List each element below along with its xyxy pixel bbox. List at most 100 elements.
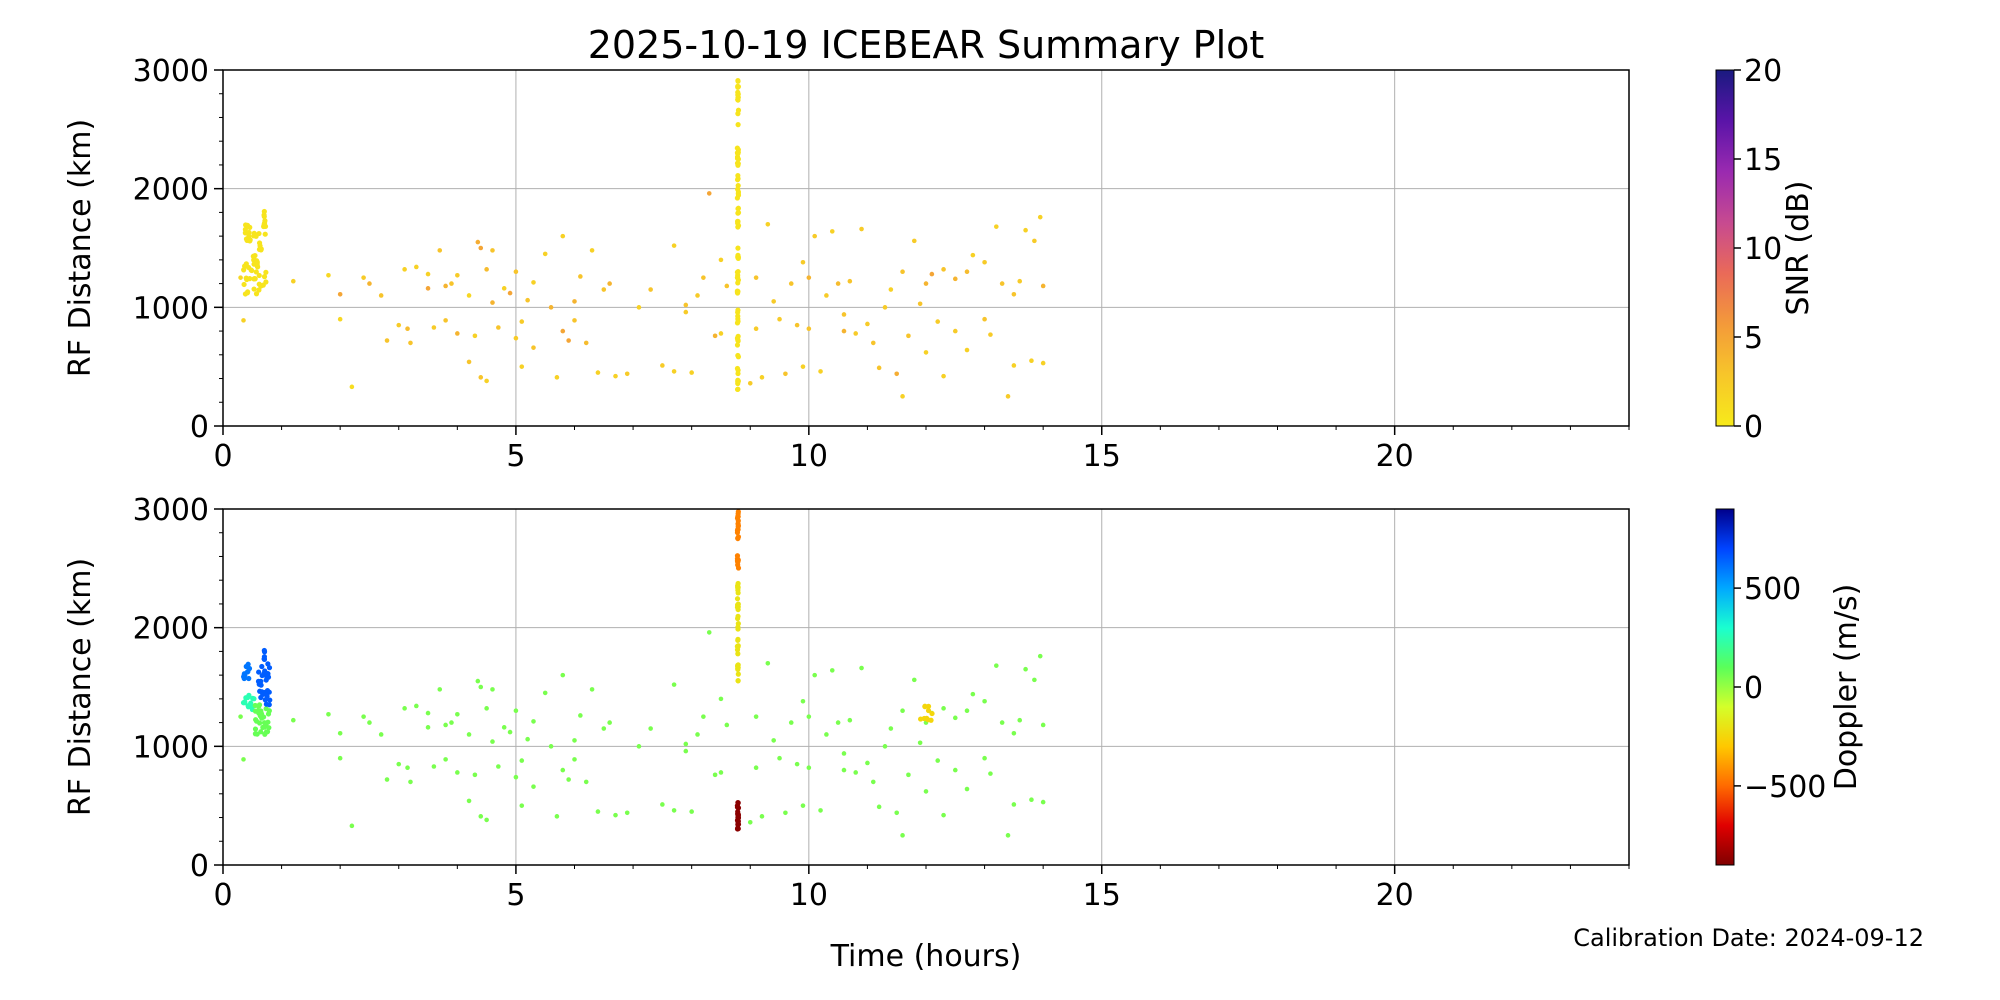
snr-scatter-point <box>490 248 495 253</box>
snr-colorbar-gradient <box>1715 69 1735 427</box>
snr-scatter-point <box>554 375 560 380</box>
snr-scatter-point <box>624 371 630 377</box>
snr-scatter-point <box>490 300 495 305</box>
snr-cluster-point <box>253 233 259 239</box>
doppler-scatter-point <box>718 770 724 775</box>
doppler-scatter-point <box>484 817 489 823</box>
doppler-cluster-point <box>735 621 741 627</box>
doppler-scatter-point <box>829 668 835 673</box>
snr-panel: 0 5 10 15 20 0 1000 2000 3000 RF Distance (km) <box>63 54 1630 474</box>
snr-scatter-point <box>841 312 847 317</box>
snr-scatter-point <box>589 248 595 253</box>
snr-cluster-point <box>734 155 741 162</box>
doppler-scatter-point <box>496 764 501 769</box>
snr-scatter-point <box>806 326 812 331</box>
snr-cluster-point <box>261 274 268 280</box>
doppler-scatter-point <box>367 720 372 725</box>
doppler-scatter-point <box>753 714 759 719</box>
doppler-cluster-point <box>735 590 741 596</box>
snr-cluster-point <box>735 147 741 153</box>
snr-scatter-point <box>601 287 607 292</box>
doppler-scatter-point <box>595 809 601 814</box>
snr-scatter-point <box>1037 214 1043 220</box>
snr-scatter-point <box>291 278 296 284</box>
snr-axes-frame <box>222 69 1630 427</box>
calibration-date-note: Calibration Date: 2024-09-12 <box>1573 924 1924 952</box>
doppler-cluster-point <box>735 811 741 817</box>
doppler-scatter-point <box>771 738 776 743</box>
snr-cluster-point <box>262 231 268 237</box>
snr-x-tick-label: 20 <box>1376 439 1414 474</box>
snr-colorbar-tick-label: 5 <box>1744 321 1763 356</box>
snr-colorbar-ticks: 0 5 10 15 20 <box>1734 54 1782 445</box>
snr-cluster-point <box>735 318 741 324</box>
doppler-cluster-point <box>256 702 263 708</box>
snr-cluster-point <box>735 190 741 197</box>
doppler-cluster-point <box>735 825 741 831</box>
doppler-cluster-point <box>735 644 741 650</box>
doppler-scatter-point <box>906 772 911 778</box>
doppler-scatter-point <box>660 802 665 807</box>
snr-scatter-point <box>1029 358 1034 364</box>
doppler-scatter-point <box>964 708 970 714</box>
doppler-scatter-point <box>706 630 712 635</box>
snr-scatter-point <box>455 331 460 336</box>
doppler-scatter-point <box>449 720 454 725</box>
snr-scatter-point <box>484 267 489 272</box>
snr-cluster-point <box>253 269 259 275</box>
snr-x-tick-label: 10 <box>790 439 828 474</box>
doppler-cluster-point <box>261 656 267 662</box>
doppler-scatter-point <box>405 765 410 770</box>
snr-scatter-point <box>475 239 481 245</box>
snr-scatter-point <box>853 331 858 336</box>
doppler-scatter-point <box>806 765 812 770</box>
doppler-cluster-point <box>253 718 260 724</box>
doppler-scatter-point <box>911 677 917 683</box>
doppler-scatter-point <box>624 810 630 816</box>
snr-scatter-point <box>865 321 870 327</box>
snr-cluster-point <box>250 253 256 259</box>
snr-scatter-point <box>1005 394 1011 399</box>
snr-scatter-point <box>501 286 507 291</box>
doppler-grid <box>222 508 1629 866</box>
doppler-scatter-point <box>695 732 700 737</box>
doppler-scatter-point <box>1011 730 1017 736</box>
snr-scatter-point <box>1032 238 1037 244</box>
snr-scatter-point <box>906 333 911 339</box>
doppler-scatter-point <box>970 691 976 697</box>
snr-scatter-point <box>607 281 612 286</box>
doppler-cluster-point <box>265 711 272 717</box>
snr-scatter-point <box>695 293 700 298</box>
doppler-scatter-point <box>982 755 987 761</box>
snr-colorbar-tick-label: 20 <box>1744 54 1782 89</box>
doppler-scatter-point <box>894 810 900 816</box>
shared-x-axis-label: Time (hours) <box>830 939 1022 974</box>
doppler-colorbar-gradient <box>1715 508 1735 866</box>
doppler-scatter-point <box>455 770 460 775</box>
doppler-cluster-point <box>735 562 741 568</box>
snr-scatter-point <box>999 281 1005 286</box>
doppler-scatter-point <box>994 663 999 668</box>
doppler-scatter-point <box>683 741 689 747</box>
snr-y-tick-label: 2000 <box>133 173 209 208</box>
doppler-scatter-point <box>291 717 296 723</box>
doppler-cluster-point <box>252 731 259 737</box>
snr-scatter-point <box>876 365 882 371</box>
doppler-y-tick-label: 2000 <box>133 612 209 647</box>
doppler-scatter-point <box>765 660 771 666</box>
snr-scatter-point <box>583 340 589 346</box>
snr-cluster-point <box>735 245 741 251</box>
doppler-cluster-point <box>735 626 741 632</box>
snr-scatter-point <box>1040 360 1046 366</box>
snr-scatter-point <box>496 325 501 330</box>
snr-scatter-point <box>384 338 390 343</box>
doppler-scatter-point <box>431 764 437 769</box>
doppler-axes-frame <box>222 508 1630 866</box>
snr-scatter-point <box>952 276 958 282</box>
snr-cluster-point <box>735 107 742 113</box>
snr-scatter-point <box>829 229 835 234</box>
snr-scatter-point <box>326 272 331 278</box>
snr-scatter-point <box>994 224 999 229</box>
doppler-cluster-point <box>734 596 741 602</box>
doppler-scatter-point <box>361 714 366 719</box>
